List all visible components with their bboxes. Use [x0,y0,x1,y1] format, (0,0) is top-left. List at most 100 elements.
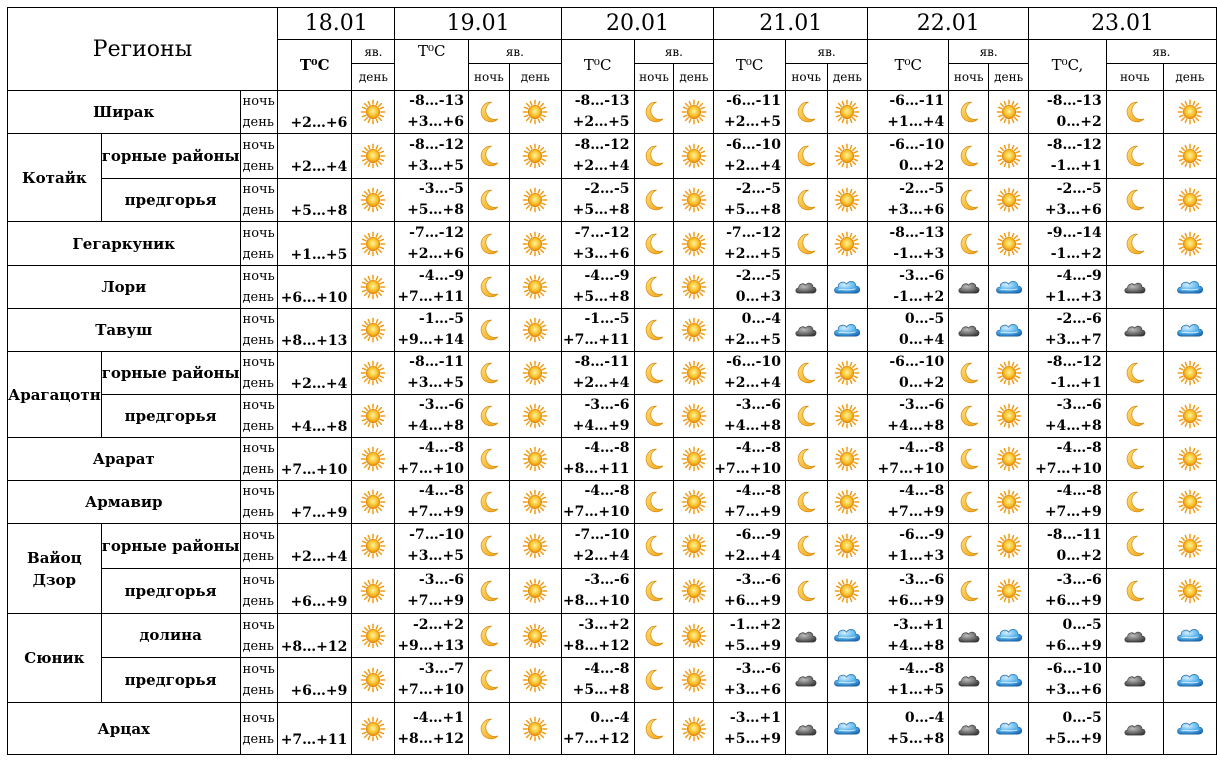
sun-icon [360,274,386,300]
night-temperature: -7…-10 [574,527,630,543]
night-temperature: -3…-6 [899,268,945,284]
day-label: день [242,159,274,174]
weather-icon-cell [508,394,562,438]
day-temperature: +5…+8 [276,178,353,222]
day-label: день [242,549,274,564]
weather-icon-cell [673,90,715,134]
weather-icon-cell [633,308,675,352]
regions-header: Регионы [7,7,278,91]
day-temperature: +5…+8 [407,202,465,218]
forecast-row: Тавуш ночь день +8…+13 -1…-5 +9…+14 -1…-5 +7…+1… [7,308,1217,352]
moon-icon [477,534,501,558]
moon-icon [794,232,818,256]
day-temperature: +2…+4 [276,351,353,395]
weather-icon-cell [468,702,510,755]
date-header: 18.01 [276,7,396,40]
night-label: ночь [242,269,275,284]
temperature-range: -2…-5 0…+3 [713,265,786,309]
weather-icon-cell [633,568,675,614]
night-temperature: -4…-8 [584,661,630,677]
temp-header: T⁰C [867,39,950,91]
cloud-icon [956,278,982,297]
temperature-range: -2…-5 +3…+6 [1028,178,1107,222]
day-temperature: +9…+14 [397,332,465,348]
weather-icon-cell [948,265,990,309]
temperature-range: -2…-5 +5…+8 [713,178,786,222]
temperature-range: -4…-8 +8…+11 [560,437,635,481]
night-temperature: -3…-6 [584,572,630,588]
temperature-range: -7…-10 +2…+4 [560,523,635,569]
sun-icon [834,578,860,604]
temperature-range: 0…-4 +5…+8 [867,702,950,755]
temperature-range: -4…-8 +7…+9 [867,480,950,524]
night-temperature: -8…-11 [409,354,465,370]
day-temperature: +2…+6 [407,245,465,262]
weather-icon-cell [633,90,675,134]
day-label: день [242,505,274,520]
moon-icon [642,624,666,648]
day-header: день [826,63,869,91]
night-day-labels: ночь день [239,702,279,755]
moon-icon [794,534,818,558]
weather-icon-cell [468,523,510,569]
temperature-range: -4…-9 +1…+3 [1028,265,1107,309]
night-temperature: -3…-7 [418,661,465,677]
weather-icon-cell [673,351,715,395]
day-temperature: +2…+5 [724,114,781,130]
day-temperature: +5…+9 [724,730,781,747]
day-temperature: +7…+10 [877,461,945,477]
night-header: ночь [633,63,675,91]
sun-icon [681,667,707,693]
temperature-range: -3…-6 +4…+8 [394,394,470,438]
night-temperature: 0…-4 [741,311,781,327]
sun-icon [996,360,1022,386]
weather-icon-cell [988,568,1030,614]
temperature-range: -8…-11 0…+2 [1028,523,1107,569]
sun-icon [522,403,548,429]
day-temperature: 0…+2 [899,375,945,391]
day-temperature: +8…+12 [276,613,353,658]
day-temperature: +5…+8 [572,289,630,305]
moon-icon [1123,579,1147,603]
moon-icon [957,361,981,385]
weather-icon-cell [508,178,562,222]
rain-cloud-icon [994,320,1024,341]
temperature-range: -6…-10 0…+2 [867,133,950,179]
day-temperature: +3…+6 [887,202,945,218]
weather-icon-cell [826,437,869,481]
moon-icon [957,144,981,168]
day-temperature: +5…+8 [724,202,781,218]
temperature-range: -3…-6 +4…+9 [560,394,635,438]
night-label: ночь [242,528,275,543]
night-temperature: -4…-8 [418,483,465,499]
day-temperature: +7…+10 [397,682,465,698]
sun-icon [1177,231,1203,257]
weather-icon-cell [988,394,1030,438]
moon-icon [477,188,501,212]
temp-header: T⁰C [276,39,353,91]
moon-icon [957,232,981,256]
weather-icon-cell [826,523,869,569]
temperature-range: -4…-8 +7…+10 [394,437,470,481]
temperature-range: -4…-8 +1…+5 [867,657,950,703]
day-temperature: +2…+4 [572,548,630,564]
weather-icon-cell [633,351,675,395]
weather-icon-cell [673,221,715,266]
weather-icon-cell [468,351,510,395]
day-temperature: 0…+2 [1056,114,1102,130]
moon-icon [957,579,981,603]
moon-icon [794,490,818,514]
temperature-range: -3…-6 +4…+8 [1028,394,1107,438]
temperature-range: -3…+2 +8…+12 [560,613,635,658]
moon-icon [642,534,666,558]
cloud-icon [793,720,819,739]
day-temperature: +4…+8 [724,418,781,434]
sun-icon [1177,143,1203,169]
weather-icon-cell [1105,394,1164,438]
day-temperature: +8…+13 [276,308,353,352]
weather-icon-cell [468,308,510,352]
weather-icon-cell [1105,221,1164,266]
moon-icon [642,717,666,741]
weather-icon-cell [468,437,510,481]
forecast-row: предгорья ночь день +5…+8 -3…-5 +5…+8 -2…-5 +5…… [8,178,1217,222]
